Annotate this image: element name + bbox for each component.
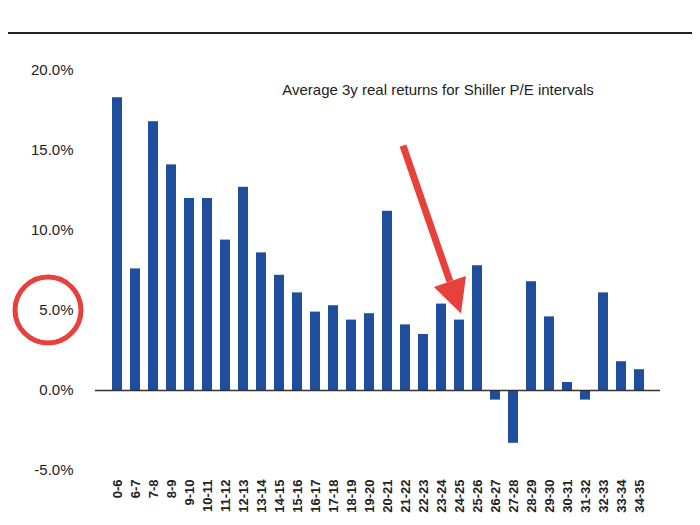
svg-text:21-22: 21-22 <box>398 480 413 513</box>
svg-text:12-13: 12-13 <box>236 480 251 513</box>
svg-text:22-23: 22-23 <box>416 480 431 513</box>
svg-text:30-31: 30-31 <box>560 480 575 513</box>
svg-text:11-12: 11-12 <box>218 480 233 513</box>
svg-text:15.0%: 15.0% <box>31 141 74 158</box>
svg-text:14-15: 14-15 <box>272 480 287 513</box>
svg-text:18-19: 18-19 <box>344 480 359 513</box>
svg-text:29-30: 29-30 <box>542 480 557 513</box>
svg-text:27-28: 27-28 <box>506 480 521 513</box>
svg-text:10-11: 10-11 <box>200 480 215 513</box>
svg-text:0-6: 0-6 <box>110 480 125 499</box>
svg-text:10.0%: 10.0% <box>31 221 74 238</box>
svg-text:19-20: 19-20 <box>362 480 377 513</box>
svg-text:8-9: 8-9 <box>164 480 179 499</box>
svg-text:9-10: 9-10 <box>182 480 197 506</box>
svg-text:13-14: 13-14 <box>254 479 269 513</box>
svg-text:20.0%: 20.0% <box>31 61 74 78</box>
svg-text:26-27: 26-27 <box>488 480 503 513</box>
svg-text:32-33: 32-33 <box>596 480 611 513</box>
svg-text:17-18: 17-18 <box>326 480 341 513</box>
svg-text:24-25: 24-25 <box>452 480 467 513</box>
svg-text:16-17: 16-17 <box>308 480 323 513</box>
svg-text:34-35: 34-35 <box>632 480 647 513</box>
svg-text:-5.0%: -5.0% <box>34 461 73 478</box>
svg-text:20-21: 20-21 <box>380 480 395 513</box>
svg-text:0.0%: 0.0% <box>39 381 73 398</box>
svg-text:7-8: 7-8 <box>146 480 161 499</box>
svg-text:25-26: 25-26 <box>470 480 485 513</box>
svg-text:6-7: 6-7 <box>128 480 143 499</box>
svg-text:Average 3y real returns for Sh: Average 3y real returns for Shiller P/E … <box>282 81 594 98</box>
svg-text:15-16: 15-16 <box>290 480 305 513</box>
svg-text:28-29: 28-29 <box>524 480 539 513</box>
svg-text:5.0%: 5.0% <box>39 301 73 318</box>
svg-text:23-24: 23-24 <box>434 479 449 513</box>
svg-text:33-34: 33-34 <box>614 479 629 513</box>
svg-text:31-32: 31-32 <box>578 480 593 513</box>
